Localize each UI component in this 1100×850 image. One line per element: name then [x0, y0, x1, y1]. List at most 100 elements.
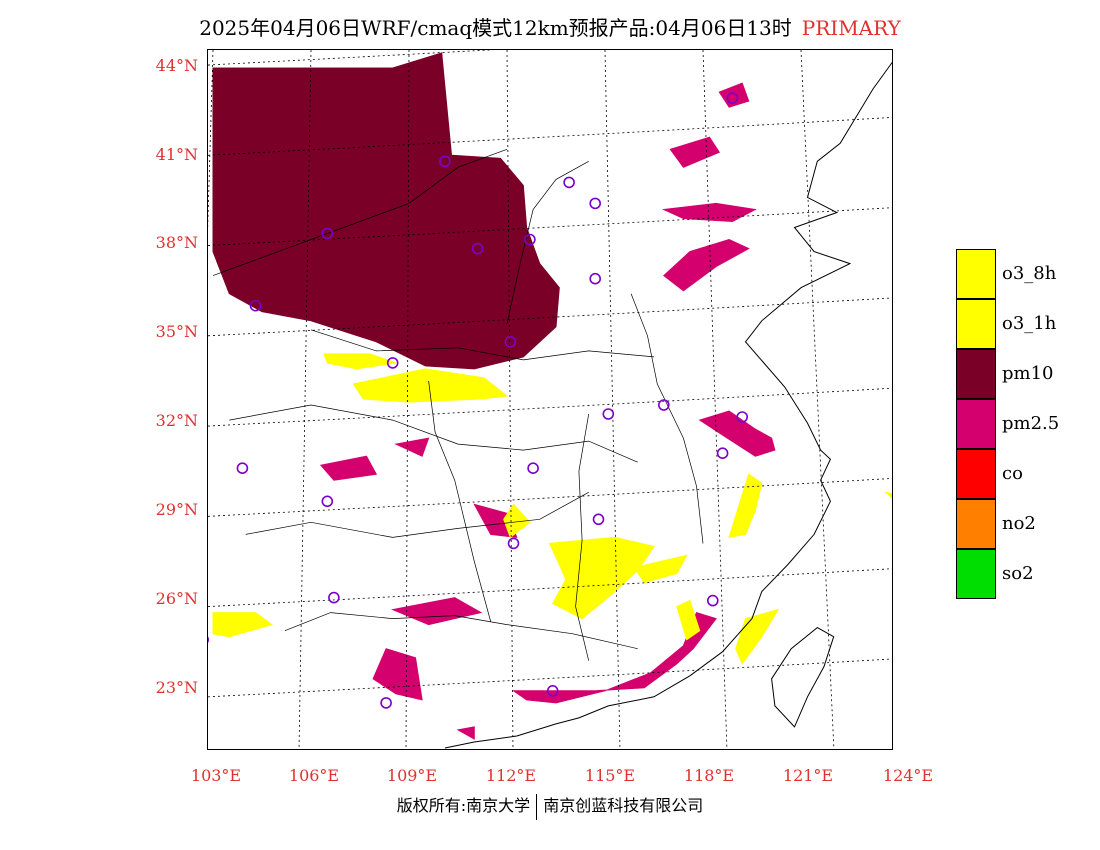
meridian-line: [800, 50, 835, 749]
legend-swatch: [956, 499, 996, 549]
province-border: [575, 413, 590, 661]
meridian-line: [702, 50, 728, 749]
pm2.5-area: [394, 437, 430, 457]
copyright-footer: 版权所有:南京大学 南京创蓝科技有限公司: [0, 792, 1100, 820]
lon-label: 109°E: [386, 766, 438, 785]
city-marker: [439, 155, 451, 168]
city-marker: [471, 242, 484, 255]
legend-swatch: [956, 399, 996, 449]
city-marker: [602, 408, 615, 420]
o3_8h-area: [728, 473, 763, 539]
meridian-line: [405, 50, 410, 749]
pollution-map: [208, 50, 892, 749]
o3_8h-area: [735, 608, 780, 665]
legend-swatch: [956, 249, 996, 299]
coastline: [444, 61, 892, 749]
province-border: [506, 160, 589, 324]
pm2.5-area: [661, 202, 757, 223]
city-marker: [546, 684, 559, 697]
lat-label: 26°N: [155, 589, 198, 608]
province-border: [630, 293, 704, 544]
city-marker: [236, 462, 249, 475]
legend-label: pm2.5: [1002, 413, 1060, 434]
meridian-line: [604, 50, 621, 749]
city-marker: [589, 197, 602, 210]
province-border: [428, 380, 492, 622]
legend-swatch: [956, 299, 996, 349]
legend-label: o3_8h: [1002, 263, 1057, 284]
pollutant-layer: [212, 52, 892, 740]
legend-label: pm10: [1002, 363, 1054, 384]
pm10-area: [212, 52, 560, 370]
lat-label: 32°N: [155, 411, 198, 430]
province-borders: [212, 61, 892, 749]
lon-label: 121°E: [782, 766, 834, 785]
city-marker: [321, 495, 334, 508]
lat-label: 23°N: [155, 678, 198, 697]
legend-label: so2: [1002, 563, 1034, 584]
pm2.5-area: [698, 410, 776, 457]
lat-label: 44°N: [155, 56, 198, 75]
pm2.5-area: [718, 82, 750, 108]
o3_8h-area: [212, 612, 273, 638]
o3_8h-area: [323, 353, 397, 370]
legend-label: o3_1h: [1002, 313, 1057, 334]
lat-label: 35°N: [155, 322, 198, 341]
city-marker: [328, 591, 340, 604]
o3_8h-area: [548, 536, 655, 620]
lat-label: 41°N: [155, 145, 198, 164]
lon-label: 124°E: [882, 766, 934, 785]
city-marker: [736, 411, 749, 423]
footer-university: 版权所有:南京大学: [396, 796, 531, 815]
o3_8h-area: [633, 554, 688, 584]
o3_8h-area: [503, 503, 531, 539]
o3_8h-area: [676, 599, 701, 641]
city-marker: [524, 233, 536, 246]
city-marker: [321, 227, 334, 240]
o3_8h-area: [352, 368, 509, 403]
pm2.5-area: [669, 136, 721, 168]
city-marker: [507, 537, 520, 550]
parallel-line: [208, 478, 892, 517]
legend-label: no2: [1002, 513, 1036, 534]
province-border: [212, 148, 508, 276]
city-marker: [249, 299, 262, 312]
pm2.5-area: [319, 455, 378, 481]
taiwan-outline: [771, 626, 835, 728]
pm2.5-area: [390, 597, 483, 626]
footer-divider: [536, 793, 538, 820]
footer-company: 南京创蓝科技有限公司: [543, 796, 704, 815]
map-title: 2025年04月06日WRF/cmaq模式12km预报产品:04月06日13时 P…: [0, 12, 1100, 41]
legend-label: co: [1002, 463, 1023, 484]
legend-swatch: [956, 449, 996, 499]
lon-label: 112°E: [485, 766, 537, 785]
map-panel[interactable]: [207, 49, 893, 750]
legend-swatch: [956, 549, 996, 599]
city-marker: [706, 594, 719, 607]
meridian-line: [298, 50, 312, 749]
pm2.5-area: [663, 238, 750, 292]
meridian-line: [208, 50, 214, 231]
city-markers: [208, 92, 749, 709]
city-marker: [527, 462, 539, 475]
city-marker: [716, 447, 729, 460]
pm2.5-area: [473, 503, 518, 538]
lon-label: 115°E: [584, 766, 636, 785]
title-primary-tag: PRIMARY: [801, 16, 901, 40]
city-marker: [386, 357, 399, 369]
parallel-line: [208, 50, 496, 66]
city-marker: [726, 92, 739, 104]
legend-swatch: [956, 349, 996, 399]
city-marker: [563, 176, 575, 189]
city-marker: [657, 399, 670, 411]
city-marker: [589, 272, 602, 285]
parallel-line: [208, 387, 892, 427]
pm2.5-area: [456, 726, 475, 740]
pm2.5-area: [372, 648, 423, 701]
pm10-area: [212, 52, 443, 111]
city-marker: [504, 335, 517, 348]
lon-label: 106°E: [288, 766, 340, 785]
parallel-line: [208, 568, 892, 607]
o3_8h-area: [884, 491, 892, 499]
province-border: [245, 491, 589, 538]
